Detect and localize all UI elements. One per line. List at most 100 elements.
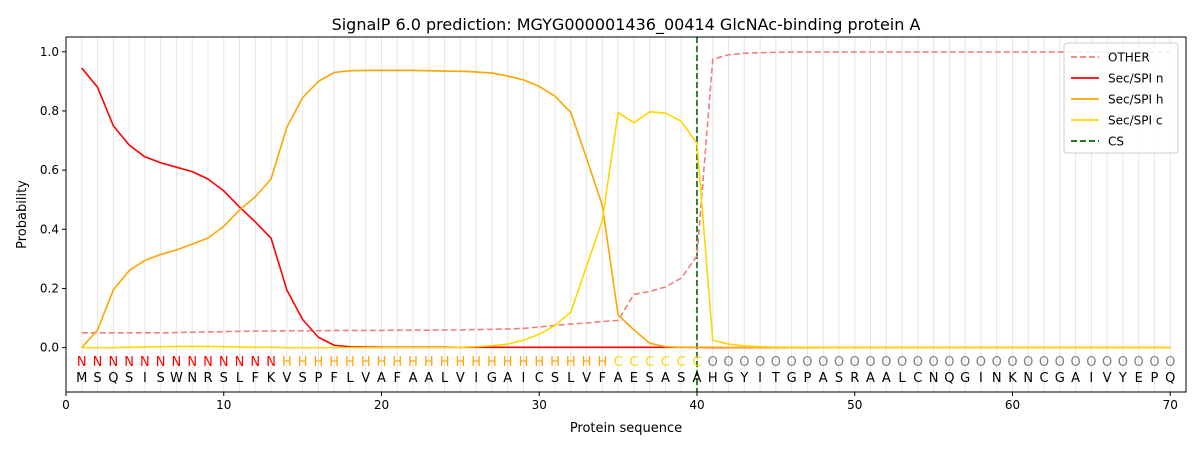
region-label: H (455, 355, 465, 370)
y-tick-label: 0.2 (40, 281, 59, 295)
region-label: N (266, 355, 276, 370)
region-label: O (1102, 355, 1112, 370)
legend-label: CS (1108, 135, 1124, 149)
region-label: H (597, 355, 607, 370)
residue-label: M (76, 371, 87, 386)
residue-label: A (693, 371, 702, 386)
region-label: N (124, 355, 134, 370)
residue-label: S (677, 371, 685, 386)
y-axis: 0.0 0.2 0.4 0.6 0.8 1.0 (40, 45, 66, 355)
region-label: H (377, 355, 387, 370)
region-label: H (582, 355, 592, 370)
region-label: N (108, 355, 118, 370)
residue-label: G (960, 371, 970, 386)
residue-label: A (882, 371, 891, 386)
legend-label: Sec/SPI n (1108, 72, 1163, 86)
residue-label: V (582, 371, 591, 386)
region-label: O (881, 355, 891, 370)
residue-label: C (913, 371, 922, 386)
legend-label: Sec/SPI c (1108, 114, 1162, 128)
region-label: O (992, 355, 1002, 370)
region-label: O (865, 355, 875, 370)
region-label: H (345, 355, 355, 370)
residue-label: C (535, 371, 544, 386)
residue-label: P (803, 371, 811, 386)
region-label: O (1165, 355, 1175, 370)
plot-frame (65, 36, 1187, 393)
region-label: O (1086, 355, 1096, 370)
residue-label: K (1008, 371, 1017, 386)
region-label: O (944, 355, 954, 370)
region-label: O (1070, 355, 1080, 370)
residue-label: R (850, 371, 859, 386)
region-label: H (440, 355, 450, 370)
residue-label: S (125, 371, 133, 386)
legend: OTHER Sec/SPI n Sec/SPI h Sec/SPI c CS (1063, 42, 1179, 154)
residue-label: P (314, 371, 322, 386)
region-label: O (787, 355, 797, 370)
residue-label: S (220, 371, 228, 386)
residue-label: Y (1118, 371, 1127, 386)
series-line-other (81, 51, 1171, 334)
x-axis-label: Protein sequence (570, 421, 682, 436)
sequence-labels: NMNSNQNSNINSNWNNNRNSNLNFNKHVHSHPHFHLHVHA… (76, 355, 1175, 386)
region-label: O (755, 355, 765, 370)
residue-label: L (346, 371, 354, 386)
region-label: N (93, 355, 103, 370)
residue-label: L (898, 371, 906, 386)
residue-label: A (409, 371, 418, 386)
residue-label: G (723, 371, 733, 386)
region-label: O (723, 355, 733, 370)
region-label: N (235, 355, 245, 370)
region-label: H (408, 355, 418, 370)
residue-label: F (252, 371, 259, 386)
y-tick-label: 0.8 (40, 104, 59, 118)
residue-label: I (758, 371, 762, 386)
region-label: H (503, 355, 513, 370)
region-label: O (1118, 355, 1128, 370)
legend-box (1063, 42, 1179, 154)
region-label: N (219, 355, 229, 370)
residue-label: L (236, 371, 244, 386)
residue-label: S (93, 371, 101, 386)
residue-label: N (187, 371, 197, 386)
region-label: O (739, 355, 749, 370)
residue-label: G (487, 371, 497, 386)
region-label: H (392, 355, 402, 370)
residue-label: E (1135, 371, 1143, 386)
region-label: C (661, 355, 670, 370)
residue-label: A (424, 371, 433, 386)
residue-label: N (992, 371, 1002, 386)
residue-label: S (551, 371, 559, 386)
region-label: H (550, 355, 560, 370)
region-label: O (834, 355, 844, 370)
residue-label: S (298, 371, 306, 386)
region-label: H (519, 355, 529, 370)
region-label: O (1007, 355, 1017, 370)
region-label: H (361, 355, 371, 370)
residue-label: P (1151, 371, 1159, 386)
legend-label: Sec/SPI h (1108, 93, 1163, 107)
residue-label: S (835, 371, 843, 386)
residue-label: I (143, 371, 147, 386)
residue-label: R (203, 371, 212, 386)
series-lines (81, 51, 1171, 349)
residue-label: V (361, 371, 370, 386)
region-label: H (487, 355, 497, 370)
region-label: H (329, 355, 339, 370)
residue-label: C (1039, 371, 1048, 386)
y-tick-label: 0.4 (40, 222, 59, 236)
residue-label: A (614, 371, 623, 386)
series-line-sec-spi-n (81, 67, 1171, 349)
residue-label: L (567, 371, 575, 386)
residue-label: I (979, 371, 983, 386)
region-label: H (534, 355, 544, 370)
region-label: N (187, 355, 197, 370)
residue-label: N (1023, 371, 1033, 386)
residue-label: Q (1165, 371, 1175, 386)
residue-label: A (377, 371, 386, 386)
region-label: C (614, 355, 623, 370)
region-label: C (692, 355, 701, 370)
residue-label: Q (108, 371, 118, 386)
